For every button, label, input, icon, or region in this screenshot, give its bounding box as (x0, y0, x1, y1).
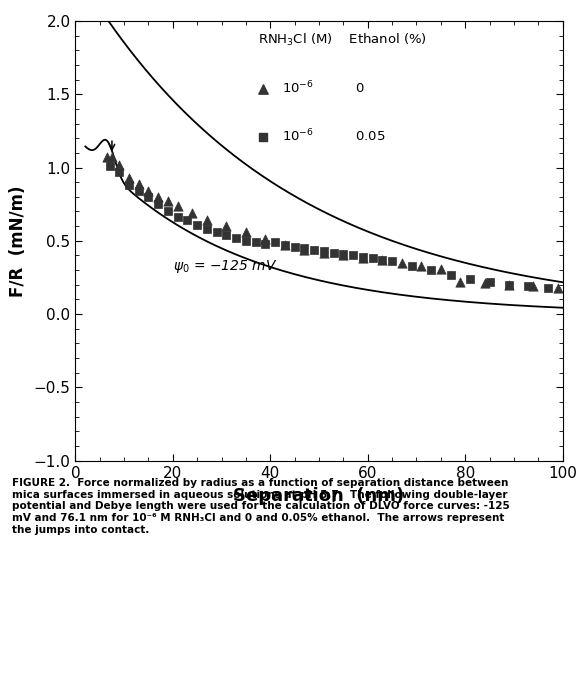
Point (173, 211, 182, 223)
Point (436, 263, 445, 274)
Point (339, 248, 348, 260)
Text: $10^{-6}$          0: $10^{-6}$ 0 (282, 80, 365, 96)
Text: $\psi_0$ = $-$125 mV: $\psi_0$ = $-$125 mV (173, 258, 277, 275)
Text: $10^{-6}$          0.05: $10^{-6}$ 0.05 (282, 128, 386, 144)
Point (290, 241, 299, 252)
Point (387, 255, 397, 267)
Point (505, 279, 514, 290)
Point (300, 243, 309, 254)
Point (154, 199, 163, 210)
Point (543, 282, 553, 293)
Point (222, 221, 231, 232)
Point (72, 201, 82, 212)
X-axis label: Separation  (nm): Separation (nm) (233, 487, 405, 505)
Point (193, 219, 202, 230)
Y-axis label: F/R  (mN/m): F/R (mN/m) (9, 185, 27, 297)
Point (103, 151, 112, 163)
Point (280, 239, 289, 251)
Point (358, 253, 368, 264)
Point (329, 247, 338, 258)
Point (105, 161, 114, 172)
Point (183, 215, 192, 226)
Point (426, 265, 436, 276)
Point (319, 246, 328, 257)
Point (164, 206, 173, 217)
Point (270, 237, 280, 248)
Point (456, 276, 465, 288)
Point (480, 278, 490, 289)
Point (212, 226, 222, 237)
Point (368, 253, 377, 264)
Point (115, 166, 124, 177)
Point (280, 239, 289, 251)
Point (416, 260, 426, 272)
Point (231, 232, 241, 244)
Point (144, 191, 153, 202)
Point (378, 254, 387, 265)
Point (164, 195, 173, 207)
Point (124, 179, 133, 191)
Point (72, 185, 82, 196)
Point (124, 172, 133, 184)
Point (261, 234, 270, 245)
Point (144, 186, 153, 197)
Point (349, 250, 358, 261)
Point (524, 281, 533, 292)
Text: FIGURE 2.  Force normalized by radius as a function of separation distance betwe: FIGURE 2. Force normalized by radius as … (12, 478, 509, 535)
Point (505, 279, 514, 290)
Point (529, 281, 538, 292)
Point (378, 254, 387, 265)
Point (397, 258, 407, 269)
Point (241, 226, 251, 237)
Point (115, 159, 124, 170)
Point (319, 247, 328, 258)
Point (202, 215, 212, 226)
Point (134, 178, 143, 189)
Point (173, 200, 182, 211)
Point (188, 207, 197, 218)
Point (310, 244, 319, 255)
Point (107, 151, 117, 163)
Point (300, 244, 309, 255)
Point (553, 282, 563, 293)
Point (465, 274, 474, 285)
Point (261, 238, 270, 249)
Point (485, 276, 494, 288)
Point (339, 250, 348, 261)
Point (134, 186, 143, 197)
Point (154, 191, 163, 202)
Point (407, 260, 416, 272)
Point (222, 230, 231, 241)
Text: RNH$_3$Cl (M)    Ethanol (%): RNH$_3$Cl (M) Ethanol (%) (258, 32, 427, 48)
Point (241, 235, 251, 246)
Point (251, 237, 260, 248)
Point (358, 251, 368, 262)
Point (202, 223, 212, 235)
Point (446, 269, 455, 280)
